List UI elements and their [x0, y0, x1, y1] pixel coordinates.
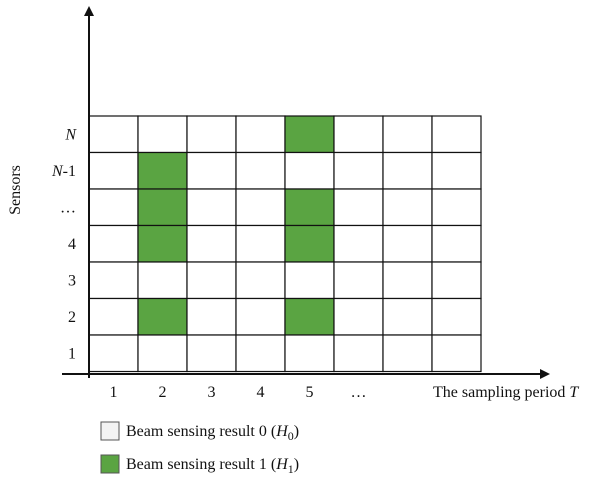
grid-cell-empty [333, 261, 384, 300]
grid-cell-empty [382, 261, 433, 300]
column-label: 5 [306, 384, 314, 401]
grid-cell-empty [333, 115, 384, 154]
column-label: 3 [208, 384, 216, 401]
grid-cell-empty [382, 151, 433, 190]
grid-cell-empty [431, 261, 482, 300]
grid-cell-empty [333, 297, 384, 336]
grid-cell-empty [235, 334, 286, 373]
grid-cell-empty [333, 334, 384, 373]
grid-cell-empty [431, 188, 482, 227]
grid-cell-empty [88, 188, 139, 227]
grid-cell-empty [382, 297, 433, 336]
grid-cell-empty [284, 151, 335, 190]
grid-cell-filled [284, 115, 335, 154]
legend-label: Beam sensing result 0 (H0) [126, 423, 299, 443]
grid-cell-filled [284, 224, 335, 263]
grid-cell-empty [88, 151, 139, 190]
grid-cell-empty [137, 334, 188, 373]
grid-cell-empty [431, 151, 482, 190]
legend: Beam sensing result 0 (H0) Beam sensing r… [100, 421, 299, 476]
grid-cell-empty [88, 224, 139, 263]
grid-cell-empty [186, 188, 237, 227]
grid-cell-empty [431, 334, 482, 373]
grid-cell-empty [88, 334, 139, 373]
legend-label: Beam sensing result 1 (H1) [126, 456, 299, 476]
grid-cell-empty [137, 115, 188, 154]
grid-cell-empty [382, 115, 433, 154]
column-label: 1 [110, 384, 118, 401]
grid-cell-filled [137, 151, 188, 190]
legend-swatch-filled [100, 454, 120, 474]
grid-cell-filled [284, 297, 335, 336]
grid-cell-empty [186, 151, 237, 190]
row-label: … [60, 199, 76, 216]
legend-swatch-empty [100, 421, 120, 441]
grid-cell-empty [88, 261, 139, 300]
grid-cell-empty [186, 334, 237, 373]
row-labels: N N-1 … 4 3 2 1 [51, 126, 77, 362]
grid-cell-empty [235, 151, 286, 190]
grid-cell-filled [137, 188, 188, 227]
grid-cell-empty [235, 261, 286, 300]
grid-cell-empty [333, 224, 384, 263]
grid-cell-empty [137, 261, 188, 300]
grid-cell-filled [137, 224, 188, 263]
row-label: 1 [68, 345, 76, 362]
grid-cell-empty [284, 261, 335, 300]
row-label: 3 [68, 272, 76, 289]
column-label: 4 [257, 384, 265, 401]
grid-cell-empty [235, 115, 286, 154]
row-label: 2 [68, 309, 76, 326]
grid-cell-empty [333, 188, 384, 227]
column-labels: 1 2 3 4 5 … [110, 384, 367, 401]
grid-cell-filled [284, 188, 335, 227]
grid-cell-empty [235, 297, 286, 336]
grid-cell-empty [431, 297, 482, 336]
grid-cell-empty [284, 334, 335, 373]
x-axis-title: The sampling period T [433, 384, 579, 401]
grid-cell-empty [186, 115, 237, 154]
column-label: … [351, 384, 367, 401]
sensor-grid [88, 115, 482, 373]
grid-cell-empty [382, 188, 433, 227]
grid-cell-filled [137, 297, 188, 336]
grid-cell-empty [235, 188, 286, 227]
row-label: N-1 [51, 163, 76, 180]
grid-cell-empty [333, 151, 384, 190]
grid-cell-empty [382, 224, 433, 263]
row-label: 4 [68, 236, 76, 253]
y-axis-title: Sensors [7, 165, 24, 215]
grid-cell-empty [88, 297, 139, 336]
grid-cell-empty [382, 334, 433, 373]
grid-cell-empty [186, 297, 237, 336]
row-label: N [64, 126, 77, 143]
grid-cell-empty [186, 224, 237, 263]
grid-cell-empty [186, 261, 237, 300]
grid-cell-empty [431, 224, 482, 263]
grid-cell-empty [235, 224, 286, 263]
grid-cell-empty [88, 115, 139, 154]
grid-cell-empty [431, 115, 482, 154]
column-label: 2 [159, 384, 167, 401]
